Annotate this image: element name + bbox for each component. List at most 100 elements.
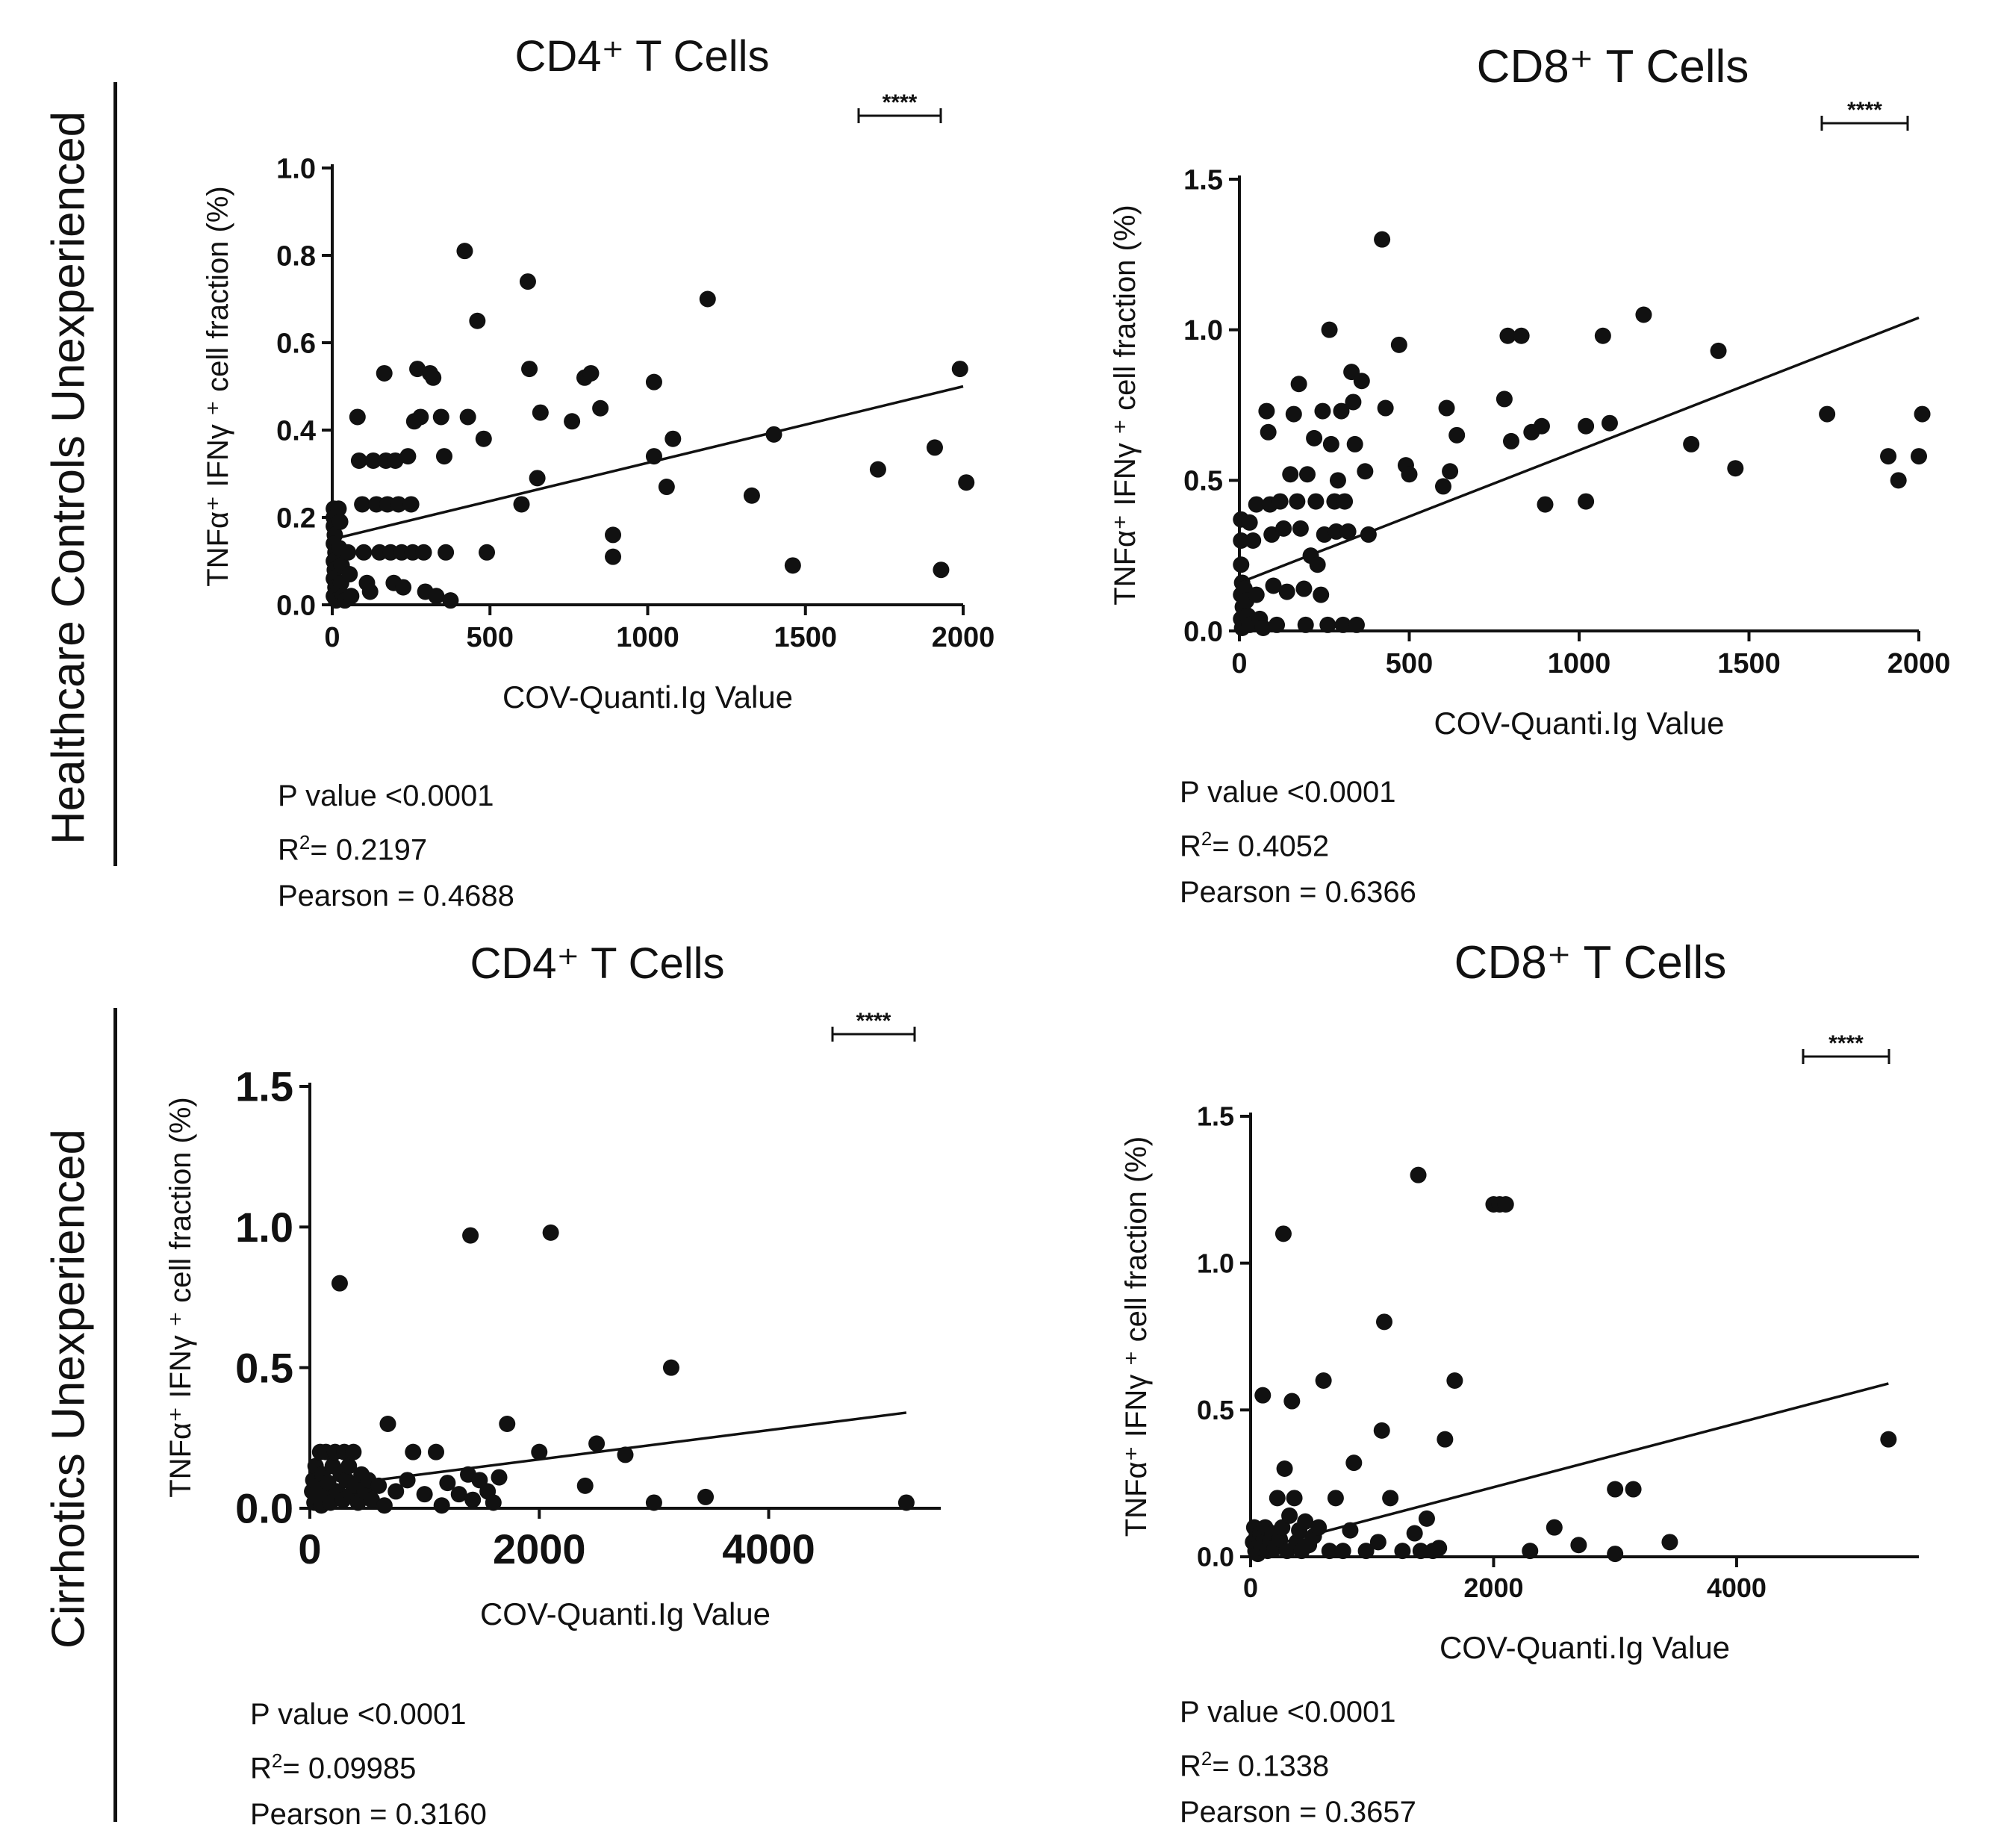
- data-point: [1309, 556, 1326, 573]
- x-tick-label: 500: [1386, 648, 1433, 679]
- y-tick-label: 0.5: [1197, 1395, 1234, 1425]
- data-point: [395, 579, 412, 596]
- data-point: [1446, 1372, 1463, 1389]
- y-tick-label: 0.5: [235, 1344, 293, 1391]
- x-tick-label: 2000: [932, 622, 995, 653]
- data-point: [1431, 1540, 1448, 1557]
- data-point: [1307, 493, 1325, 510]
- data-point: [425, 369, 442, 386]
- chart-svg: CD8⁺ T Cells 0.0 0.5 1.0 1.5 0 2000 4000 COV-Qua…: [1120, 937, 1919, 1665]
- chart-svg: CD4⁺ T Cells 0.0 0.5 1.0 1.5 0 2000 4000 COV-Qua…: [164, 939, 941, 1631]
- data-point: [1292, 520, 1309, 537]
- data-point: [1297, 1513, 1314, 1530]
- data-point: [459, 408, 476, 426]
- data-point: [1369, 1534, 1386, 1551]
- y-tick-label: 0.5: [1183, 466, 1223, 497]
- chart-title: CD8⁺ T Cells: [1477, 41, 1749, 93]
- data-point: [933, 561, 950, 579]
- data-point: [1272, 493, 1289, 510]
- data-point: [450, 1486, 467, 1503]
- data-point: [1334, 1543, 1351, 1560]
- data-point: [1275, 1225, 1292, 1242]
- data-point: [1327, 1490, 1344, 1507]
- row-label-cirrhotics: Cirrhotics Unexperienced: [43, 1128, 95, 1649]
- data-point: [1285, 405, 1302, 423]
- data-point: [1880, 1431, 1897, 1448]
- data-point: [645, 448, 662, 465]
- x-tick-label: 0: [1243, 1572, 1258, 1603]
- data-point: [405, 1443, 422, 1460]
- x-tick-label: 4000: [722, 1525, 815, 1572]
- data-point: [1497, 1196, 1514, 1213]
- x-axis-label: COV-Quanti.Ig Value: [502, 679, 793, 715]
- chart-cd8-healthcare: CD8⁺ T Cells 0.0 0.5 1.0 1.5 0 500 1000 1500 2000…: [1105, 30, 1964, 747]
- data-point: [412, 408, 429, 426]
- data-point: [428, 588, 445, 605]
- x-tick-label: 0: [1231, 648, 1247, 679]
- stats-pearson: Pearson = 0.3657: [1180, 1796, 1416, 1829]
- data-point: [388, 1483, 405, 1500]
- data-point: [1342, 1522, 1359, 1539]
- data-point: [364, 452, 382, 469]
- data-point: [415, 544, 432, 561]
- data-point: [485, 1494, 502, 1511]
- data-point: [1233, 532, 1250, 549]
- data-point: [513, 496, 530, 513]
- x-tick-label: 1500: [1717, 648, 1781, 679]
- data-point: [1438, 399, 1455, 417]
- data-point: [432, 408, 449, 426]
- data-point: [1286, 1490, 1303, 1507]
- y-tick-label: 0.0: [276, 590, 316, 621]
- chart-title: CD8⁺ T Cells: [1454, 937, 1727, 989]
- y-axis-label: TNFα⁺ IFNγ ⁺ cell fraction (%): [164, 1097, 197, 1498]
- data-point: [897, 1494, 915, 1511]
- chart-cd4-cirrhotics: CD4⁺ T Cells 0.0 0.5 1.0 1.5 0 2000 4000 COV-Qua…: [164, 933, 993, 1635]
- data-point: [1319, 616, 1336, 633]
- data-point: [1289, 493, 1306, 510]
- data-point: [1546, 1519, 1563, 1536]
- data-point: [1499, 327, 1516, 344]
- data-point: [1410, 1166, 1427, 1183]
- data-point: [1360, 526, 1377, 543]
- data-point: [1394, 1543, 1411, 1560]
- data-point: [1315, 1372, 1332, 1389]
- data-point: [428, 1443, 444, 1460]
- y-tick-label: 1.0: [1183, 315, 1223, 346]
- data-point: [1496, 391, 1513, 408]
- chart-cd8-cirrhotics: CD8⁺ T Cells 0.0 0.5 1.0 1.5 0 2000 4000 COV-Qua…: [1090, 933, 1949, 1665]
- stats-pearson: Pearson = 0.4688: [278, 880, 514, 913]
- data-point: [1321, 1543, 1338, 1560]
- data-point: [1276, 1460, 1293, 1477]
- significance-stars: ****: [1829, 1031, 1864, 1056]
- data-point: [1295, 580, 1313, 597]
- data-point: [1357, 463, 1374, 480]
- data-point: [1281, 1507, 1298, 1524]
- data-point: [442, 592, 459, 609]
- data-point: [376, 364, 393, 382]
- data-point: [926, 439, 943, 456]
- data-point: [588, 1435, 606, 1452]
- data-point: [1503, 432, 1519, 449]
- data-point: [564, 413, 581, 430]
- data-point: [469, 312, 486, 329]
- data-point: [532, 404, 549, 421]
- data-point: [1274, 1519, 1291, 1536]
- significance-stars: ****: [883, 90, 918, 115]
- data-point: [1339, 523, 1357, 540]
- data-point: [350, 452, 367, 469]
- data-point: [340, 1457, 358, 1475]
- data-point: [1310, 1519, 1328, 1536]
- data-point: [784, 557, 801, 574]
- data-point: [1275, 520, 1292, 537]
- x-tick-label: 4000: [1707, 1572, 1767, 1603]
- data-point: [1254, 1387, 1272, 1404]
- data-point: [605, 548, 622, 565]
- stats-p-value: P value <0.0001: [250, 1698, 467, 1731]
- data-point: [1819, 405, 1836, 423]
- data-point: [529, 470, 546, 487]
- data-point: [349, 408, 366, 426]
- data-point: [399, 1472, 416, 1489]
- data-point: [765, 426, 782, 443]
- regression-line: [1239, 316, 1920, 585]
- data-point: [1683, 435, 1700, 452]
